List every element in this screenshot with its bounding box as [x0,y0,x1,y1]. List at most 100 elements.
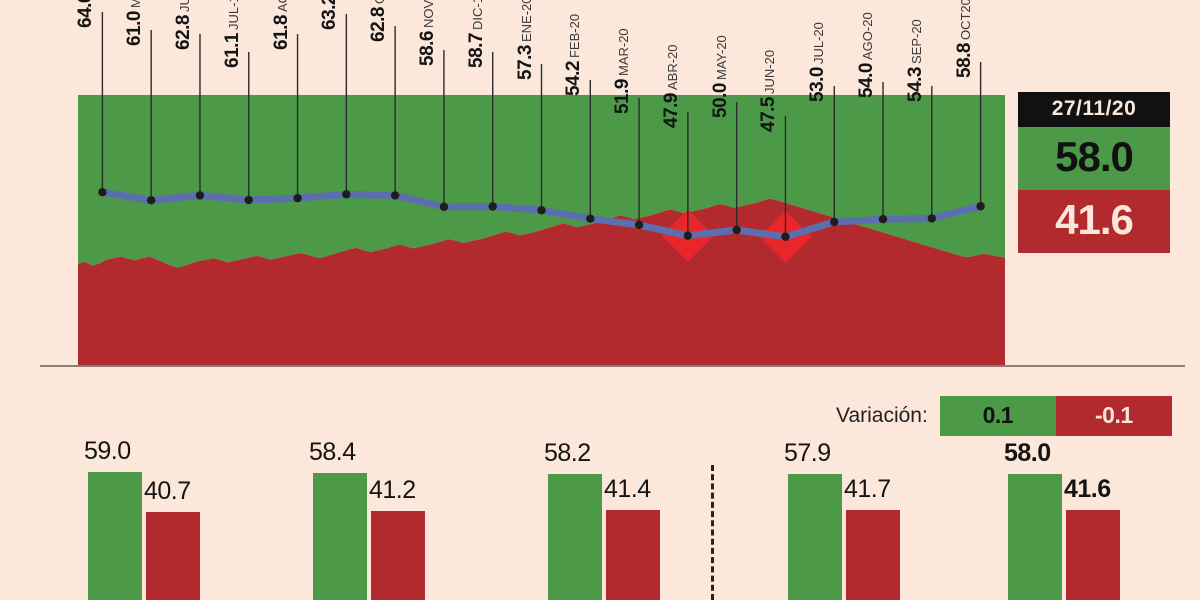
trend-point [390,191,400,200]
trend-point-label: 63.2SEP-19 [319,0,341,30]
bar-desaprobacion [846,509,900,600]
bar-label-desaprobacion: 41.2 [369,475,416,504]
trend-point-month: JUL-19 [225,0,241,31]
bar-group: 58.0 41.6 [960,370,1160,600]
trend-point-label: 61.1 JUL-19 [221,0,243,68]
trend-point-month: MAY-19 [128,0,143,8]
trend-point-value: 54.3 [904,67,926,102]
trend-point [244,195,253,205]
bar-aprobacion [788,474,842,600]
bar-group: 57.9 41.7 [740,370,940,600]
trend-point-month: MAY-20 [713,35,729,81]
variation-green-value: 0.1 [939,396,1056,436]
trend-point-label: 58.8 OCT20 [953,0,975,78]
trend-point [488,202,497,211]
bar-desaprobacion [606,510,660,600]
legend-box: 27/11/20 58.0 41.6 [1018,92,1170,253]
bar-label-desaprobacion: 40.7 [144,476,191,505]
trend-point-month: JUN-19 [177,0,192,12]
bar-aprobacion [88,471,142,600]
area-chart: 64.0ABR-19 61.0 MAY-19 62.8 JUN-19 61.1 JUL-19… [75,0,1005,365]
trend-point [293,193,302,203]
bar-label-aprobacion: 58.0 [1004,439,1051,468]
bar-desaprobacion [371,510,425,600]
trend-point-month: OCT20 [957,0,973,41]
trend-line-points [98,188,985,241]
trend-point-value: 47.5 [758,97,780,132]
trend-point [146,196,156,205]
bar-label-aprobacion: 58.4 [309,438,356,467]
bar-label-aprobacion: 59.0 [84,436,131,465]
bar-desaprobacion [1066,509,1120,600]
trend-point [586,214,595,223]
trend-point-value: 64.0 [75,0,97,28]
bar-label-desaprobacion: 41.4 [604,475,651,504]
trend-point [878,215,888,224]
trend-point-value: 50.0 [709,83,731,118]
bar-label-desaprobacion: 41.7 [844,474,891,503]
trend-point-label: 61.8 AGO-19 [270,0,292,50]
trend-point-month: SEP-20 [908,19,924,65]
bar-label-desaprobacion: 41.6 [1064,474,1111,503]
trend-point-value: 58.7 [465,33,487,68]
trend-point [683,231,693,240]
trend-point-value: 54.0 [856,63,878,98]
trend-point-month: JUL-20 [811,22,827,65]
trend-point [927,214,937,223]
trend-point-value: 47.9 [660,93,682,128]
trend-point-value: 58.6 [416,31,438,66]
trend-point-label: 57.3 ENE-20 [514,0,536,80]
section-divider [40,365,1185,367]
trend-point-label: 54.0 AGO-20 [856,12,878,98]
trend-point-label: 54.3 SEP-20 [904,19,926,102]
trend-point-label: 58.7 DIC-19 [465,0,487,68]
variation-label: Variación: [836,404,928,427]
trend-point [439,202,449,211]
trend-point-label: 58.6 NOV-19 [416,0,438,66]
trend-point-label: 53.0 JUL-20 [807,22,829,102]
trend-point-value: 54.2 [563,61,585,96]
label-leader-lines [101,12,982,237]
trend-point-value: 63.2 [319,0,341,30]
trend-point-label: 47.9 ABR-20 [660,44,682,128]
trend-point-value: 51.9 [612,79,634,114]
bar-desaprobacion [146,511,200,600]
bar-chart-separator [711,465,714,600]
trend-point-label: 62.8 OCT-19 [368,0,390,42]
trend-point [634,220,644,230]
trend-point-label: 61.0 MAY-19 [124,0,146,46]
trend-point-label: 64.0ABR-19 [75,0,97,28]
trend-point [732,225,741,235]
trend-point-value: 61.0 [124,11,146,46]
trend-point-value: 53.0 [807,67,829,102]
trend-point-month: FEB-20 [567,13,583,59]
trend-point-month: MAR-20 [616,28,632,77]
trend-point-value: 62.8 [368,7,390,42]
bar-group: 59.0 40.7 [40,370,240,600]
bar-group: 58.4 41.2 [265,370,465,600]
trend-point-label: 47.5 JUN-20 [758,50,780,132]
trend-point-value: 61.8 [270,15,292,50]
trend-point-value: 58.8 [953,43,975,78]
legend-green-value: 58.0 [1018,127,1170,190]
trend-point-month: ABR-20 [664,44,680,91]
trend-point [537,206,546,215]
variation-red-value: -0.1 [1055,396,1172,436]
trend-point [342,190,351,199]
bar-group: 58.2 41.4 [500,370,700,600]
trend-point-label: 50.0 MAY-20 [709,35,731,118]
trend-point-month: NOV-19 [420,0,436,29]
trend-point [781,232,790,241]
trend-point [195,191,205,200]
trend-point-value: 57.3 [514,45,536,80]
trend-point-month: DIC-19 [469,0,485,31]
bar-label-aprobacion: 58.2 [544,438,591,467]
trend-point-value: 61.1 [221,33,243,68]
bar-aprobacion [313,473,367,600]
trend-point [98,188,107,197]
trend-point-value: 62.8 [172,15,194,50]
legend-date: 27/11/20 [1018,92,1170,127]
area-chart-svg [78,12,1005,365]
trend-point-month: ENE-20 [518,0,534,43]
